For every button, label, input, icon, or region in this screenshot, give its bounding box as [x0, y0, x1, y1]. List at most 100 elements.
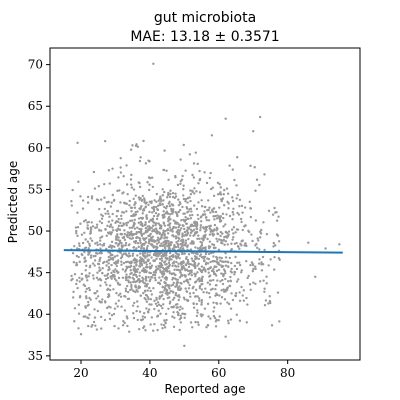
- data-point: [139, 256, 142, 259]
- data-point: [150, 244, 154, 247]
- data-point: [222, 272, 225, 276]
- data-point: [207, 219, 211, 222]
- data-point: [92, 277, 95, 280]
- data-point: [222, 216, 225, 220]
- data-point: [260, 228, 263, 232]
- data-point: [96, 295, 100, 298]
- data-point: [140, 269, 144, 272]
- data-point: [155, 192, 159, 196]
- data-point: [159, 312, 162, 315]
- data-point: [130, 186, 134, 189]
- data-point: [161, 291, 164, 294]
- data-point: [181, 205, 184, 209]
- data-point: [133, 227, 137, 230]
- data-point: [179, 271, 182, 274]
- data-point: [117, 259, 120, 262]
- data-point: [215, 292, 218, 295]
- data-point: [144, 162, 148, 165]
- data-point: [178, 276, 182, 279]
- data-point: [276, 234, 280, 237]
- data-point: [204, 287, 207, 290]
- data-point: [144, 298, 147, 301]
- data-point: [178, 208, 182, 212]
- data-point: [125, 315, 128, 318]
- data-point: [194, 295, 197, 298]
- data-point: [108, 317, 112, 321]
- data-point: [122, 235, 126, 239]
- data-point: [203, 205, 207, 209]
- data-point: [278, 320, 281, 323]
- data-point: [123, 309, 127, 312]
- data-point: [222, 193, 225, 196]
- data-point: [222, 268, 226, 271]
- data-point: [193, 204, 196, 207]
- data-point: [209, 171, 212, 175]
- y-tick-label: 55: [28, 182, 43, 196]
- data-point: [238, 319, 242, 322]
- data-point: [103, 207, 107, 211]
- data-point: [141, 194, 144, 198]
- data-point: [149, 266, 153, 269]
- data-point: [118, 247, 121, 250]
- data-point: [96, 290, 99, 293]
- data-point: [188, 196, 191, 199]
- data-point: [199, 313, 202, 316]
- data-point: [231, 199, 235, 203]
- data-point: [143, 261, 146, 264]
- data-point: [198, 178, 201, 182]
- data-point: [83, 231, 86, 234]
- data-point: [139, 241, 142, 245]
- data-point: [98, 220, 102, 223]
- data-point: [220, 272, 223, 275]
- data-point: [175, 222, 178, 225]
- data-point: [251, 269, 255, 273]
- data-point: [183, 243, 187, 247]
- data-point: [117, 276, 121, 280]
- data-point: [194, 151, 197, 154]
- data-point: [167, 285, 170, 288]
- data-point: [225, 187, 229, 190]
- data-point: [155, 245, 158, 248]
- data-point: [218, 238, 221, 241]
- data-point: [182, 197, 186, 201]
- data-point: [218, 315, 221, 318]
- data-point: [116, 271, 119, 275]
- data-point: [153, 273, 157, 277]
- data-point: [178, 200, 182, 204]
- data-point: [209, 187, 213, 191]
- data-point: [119, 221, 122, 225]
- data-point: [134, 285, 137, 288]
- data-point: [95, 297, 98, 300]
- data-point: [163, 240, 167, 244]
- data-point: [171, 192, 175, 195]
- data-point: [211, 287, 214, 291]
- data-point: [134, 194, 137, 197]
- data-point: [103, 196, 106, 199]
- data-point: [148, 254, 151, 257]
- data-point: [170, 228, 173, 231]
- data-point: [148, 210, 151, 214]
- data-point: [168, 271, 172, 275]
- data-point: [72, 290, 75, 294]
- data-point: [241, 228, 244, 232]
- data-point: [197, 323, 200, 326]
- data-point: [148, 238, 151, 241]
- data-point: [120, 214, 123, 218]
- data-point: [155, 296, 158, 300]
- data-point: [241, 294, 244, 297]
- data-point: [161, 233, 164, 236]
- data-point: [131, 232, 134, 236]
- data-point: [161, 266, 165, 270]
- data-point: [177, 225, 180, 229]
- data-point: [231, 218, 234, 221]
- data-point: [172, 219, 175, 222]
- data-point: [181, 247, 185, 250]
- data-point: [187, 217, 190, 221]
- data-point: [201, 282, 204, 286]
- data-point: [128, 330, 131, 333]
- data-point: [221, 278, 224, 282]
- data-point: [155, 265, 158, 269]
- data-point: [119, 156, 122, 160]
- data-point: [200, 245, 203, 248]
- data-point: [140, 222, 144, 225]
